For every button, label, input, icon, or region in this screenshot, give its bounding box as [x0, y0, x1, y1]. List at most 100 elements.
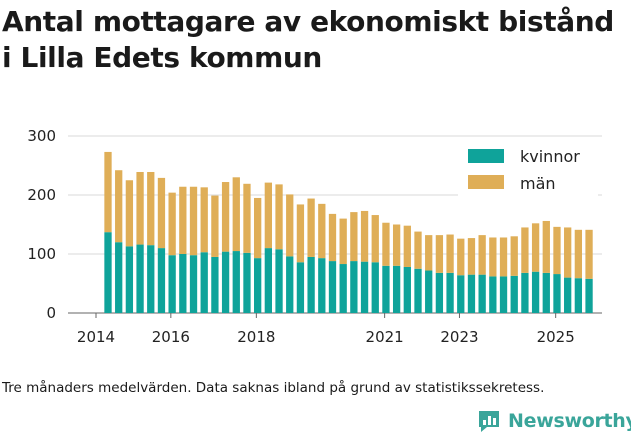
bar-man — [307, 198, 315, 257]
bar-man — [521, 227, 529, 273]
bar-kvinnor — [553, 274, 561, 313]
brand-name: Newsworthy — [508, 410, 631, 432]
bar-kvinnor — [147, 245, 155, 313]
x-tick-label: 2021 — [366, 328, 404, 346]
bar-kvinnor — [499, 276, 508, 313]
x-tick-label: 2023 — [440, 328, 478, 346]
bar-kvinnor — [489, 276, 497, 313]
x-tick-label: 2025 — [537, 328, 575, 346]
y-tick-label: 100 — [27, 245, 56, 263]
bar-man — [371, 215, 379, 263]
bar-man — [446, 234, 454, 273]
bar-man — [264, 182, 272, 249]
bar-kvinnor — [521, 272, 529, 313]
bar-kvinnor — [478, 274, 486, 313]
bar-man — [499, 237, 508, 277]
bar-kvinnor — [125, 246, 134, 313]
bar-man — [179, 186, 187, 254]
bar-series — [104, 151, 593, 313]
bar-man — [510, 236, 518, 276]
bar-kvinnor — [585, 278, 593, 313]
bar-man — [200, 187, 208, 253]
bar-man — [360, 210, 369, 262]
bar-man — [243, 183, 251, 253]
bar-man — [564, 227, 572, 278]
legend-swatch-kvinnor — [468, 149, 504, 163]
bar-kvinnor — [211, 256, 219, 313]
bar-man — [168, 192, 176, 256]
bar-kvinnor — [179, 254, 187, 313]
y-tick-label: 300 — [27, 127, 56, 145]
bar-man — [318, 203, 326, 259]
bar-man — [189, 186, 198, 256]
bar-man — [147, 171, 155, 246]
bar-kvinnor — [542, 272, 550, 313]
y-tick-label: 200 — [27, 186, 56, 204]
bar-kvinnor — [115, 242, 123, 313]
bar-man — [296, 204, 305, 263]
newsworthy-icon — [479, 411, 499, 432]
bar-man — [157, 177, 166, 249]
chart-title: Antal mottagare av ekonomiskt bistånd i … — [2, 4, 630, 76]
legend-label-kvinnor: kvinnor — [520, 147, 580, 166]
bar-man — [457, 238, 465, 276]
bar-kvinnor — [254, 258, 262, 313]
bar-kvinnor — [392, 265, 401, 313]
bar-kvinnor — [328, 261, 337, 313]
newsworthy-logo: Newsworthy — [476, 405, 631, 437]
y-axis: 0 100 200 300 — [27, 127, 56, 322]
bar-kvinnor — [403, 266, 411, 313]
bar-man — [211, 195, 219, 257]
bar-man — [531, 223, 540, 272]
bar-man — [574, 229, 583, 279]
bar-man — [382, 222, 390, 266]
bar-kvinnor — [243, 252, 251, 313]
stacked-bar-chart: 0 100 200 300 2014 2016 2018 2021 2023 2025 kvin… — [27, 127, 602, 346]
bar-kvinnor — [104, 232, 112, 313]
bar-man — [425, 235, 433, 271]
bar-kvinnor — [360, 261, 369, 313]
x-tick-label: 2014 — [77, 328, 115, 346]
legend: kvinnor män — [458, 140, 598, 198]
bar-kvinnor — [371, 262, 379, 313]
bar-man — [478, 235, 486, 275]
bar-man — [392, 224, 401, 266]
bar-kvinnor — [286, 256, 294, 313]
bar-man — [115, 170, 123, 243]
chart-title-line-2: i Lilla Edets kommun — [2, 41, 322, 74]
bar-kvinnor — [446, 272, 454, 313]
y-tick-label: 0 — [46, 304, 56, 322]
bar-man — [328, 213, 337, 262]
bar-man — [435, 235, 444, 273]
bar-kvinnor — [574, 278, 583, 313]
bar-man — [254, 197, 262, 259]
bar-man — [339, 218, 347, 265]
bar-kvinnor — [168, 255, 176, 313]
bar-man — [221, 182, 230, 252]
legend-label-man: män — [520, 174, 556, 193]
bar-kvinnor — [382, 265, 390, 313]
bar-kvinnor — [296, 262, 305, 313]
bar-man — [104, 151, 112, 233]
bar-kvinnor — [457, 275, 465, 313]
bar-kvinnor — [136, 244, 144, 313]
bar-man — [414, 231, 422, 269]
chart-title-line-1: Antal mottagare av ekonomiskt bistånd — [2, 5, 614, 38]
bar-man — [350, 212, 358, 262]
bar-kvinnor — [510, 275, 518, 313]
bar-man — [467, 238, 476, 275]
legend-swatch-man — [468, 175, 504, 189]
bar-kvinnor — [318, 258, 326, 313]
bar-kvinnor — [425, 270, 433, 313]
bar-man — [403, 225, 411, 267]
bar-kvinnor — [264, 248, 272, 313]
bar-kvinnor — [531, 271, 540, 313]
x-axis: 2014 2016 2018 2021 2023 2025 — [77, 313, 575, 346]
bar-man — [542, 220, 550, 273]
bar-man — [286, 194, 294, 257]
bar-man — [125, 180, 134, 247]
bar-man — [136, 171, 144, 245]
bar-man — [553, 226, 561, 275]
chart-caption: Tre månaders medelvärden. Data saknas ib… — [2, 380, 545, 396]
bar-kvinnor — [564, 277, 572, 313]
